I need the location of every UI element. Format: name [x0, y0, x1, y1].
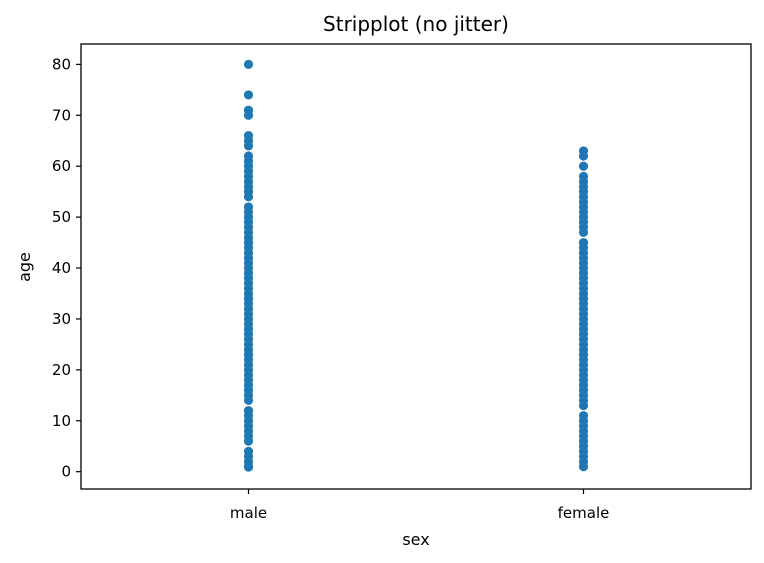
y-tick-label: 0 [61, 463, 71, 481]
y-tick-label: 60 [52, 157, 71, 175]
x-axis: male female [230, 489, 609, 522]
data-point [243, 405, 254, 416]
data-point [243, 151, 254, 161]
data-point [578, 161, 589, 171]
x-tick-label: male [230, 504, 267, 522]
data-point [243, 105, 254, 115]
y-axis: 0 10 20 30 40 50 60 70 80 [52, 55, 81, 481]
data-point [243, 131, 254, 141]
data-points [243, 59, 589, 472]
x-tick-label: female [558, 504, 610, 522]
data-point [243, 202, 254, 212]
y-axis-label: age [15, 252, 34, 282]
y-tick-label: 30 [52, 310, 71, 328]
y-tick-label: 50 [52, 208, 71, 226]
y-tick-label: 70 [52, 106, 71, 124]
y-tick-label: 40 [52, 259, 71, 277]
chart-title: Stripplot (no jitter) [323, 12, 509, 36]
data-point [578, 171, 589, 181]
data-point [243, 59, 254, 69]
y-tick-label: 80 [52, 55, 71, 73]
data-point [578, 146, 589, 156]
data-point [578, 411, 589, 421]
x-axis-label: sex [402, 530, 429, 549]
data-point [578, 237, 589, 248]
y-tick-label: 10 [52, 412, 71, 430]
data-point [243, 90, 254, 100]
data-point [243, 446, 254, 456]
y-tick-label: 20 [52, 361, 71, 379]
plot-frame [80, 43, 752, 490]
